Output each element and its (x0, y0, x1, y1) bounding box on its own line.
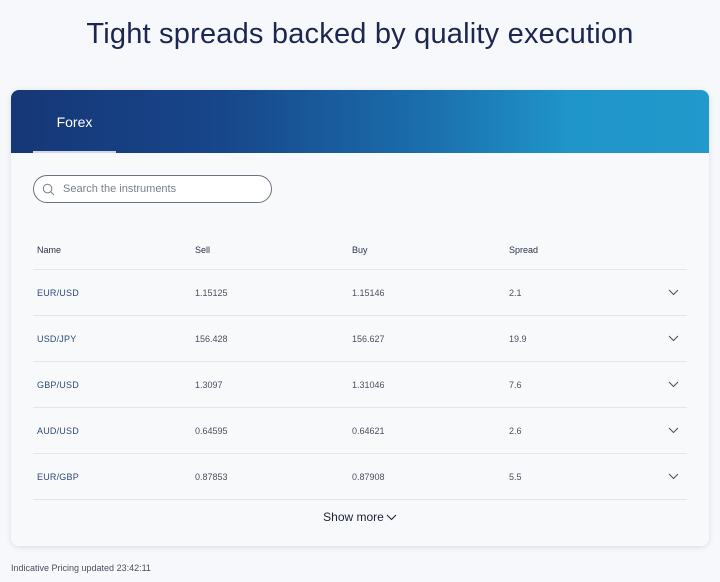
instrument-name: GBP/USD (37, 379, 79, 390)
search-input[interactable] (63, 183, 253, 195)
table-row[interactable]: EUR/USD 1.15125 1.15146 2.1 (33, 270, 687, 316)
expand-row-button[interactable] (645, 427, 687, 434)
search-box[interactable] (33, 175, 272, 203)
table-row[interactable]: USD/JPY 156.428 156.627 19.9 (33, 316, 687, 362)
column-header-spread: Spread (509, 244, 539, 255)
buy-price: 0.87908 (352, 471, 385, 482)
instruments-table: Name Sell Buy Spread EUR/USD 1.15125 1.1… (33, 230, 687, 500)
expand-row-button[interactable] (645, 381, 687, 388)
buy-price: 156.627 (352, 333, 385, 344)
page-headline: Tight spreads backed by quality executio… (86, 18, 634, 50)
instrument-name: EUR/USD (37, 287, 79, 298)
table-row[interactable]: AUD/USD 0.64595 0.64621 2.6 (33, 408, 687, 454)
spread-value: 2.6 (509, 425, 522, 436)
chevron-down-icon (668, 473, 679, 480)
buy-price: 1.15146 (352, 287, 385, 298)
instrument-name: EUR/GBP (37, 471, 79, 482)
search-icon (42, 183, 55, 195)
sell-price: 0.87853 (195, 471, 228, 482)
column-header-name: Name (37, 244, 62, 255)
pricing-card: Forex Name Sell Buy Spread EUR/USD 1.151… (11, 90, 709, 546)
sell-price: 0.64595 (195, 425, 228, 436)
expand-row-button[interactable] (645, 335, 687, 342)
sell-price: 156.428 (195, 333, 228, 344)
show-more-label: Show more (323, 510, 384, 524)
pricing-updated-note: Indicative Pricing updated 23:42:11 (11, 563, 151, 573)
sell-price: 1.3097 (195, 379, 223, 390)
table-row[interactable]: GBP/USD 1.3097 1.31046 7.6 (33, 362, 687, 408)
spread-value: 7.6 (509, 379, 522, 390)
expand-row-button[interactable] (645, 473, 687, 480)
expand-row-button[interactable] (645, 289, 687, 296)
tab-label: Forex (56, 113, 93, 130)
instrument-name: AUD/USD (37, 425, 79, 436)
chevron-down-icon (668, 335, 679, 342)
buy-price: 0.64621 (352, 425, 385, 436)
chevron-down-icon (386, 514, 397, 521)
buy-price: 1.31046 (352, 379, 385, 390)
chevron-down-icon (668, 289, 679, 296)
spread-value: 5.5 (509, 471, 522, 482)
tab-forex[interactable]: Forex (33, 90, 116, 153)
sell-price: 1.15125 (195, 287, 228, 298)
column-header-buy: Buy (352, 244, 368, 255)
show-more-button[interactable]: Show more (11, 510, 709, 524)
chevron-down-icon (668, 427, 679, 434)
card-header: Forex (11, 90, 709, 153)
spread-value: 2.1 (509, 287, 522, 298)
table-header: Name Sell Buy Spread (33, 230, 687, 270)
column-header-sell: Sell (195, 244, 211, 255)
table-row[interactable]: EUR/GBP 0.87853 0.87908 5.5 (33, 454, 687, 500)
instrument-name: USD/JPY (37, 333, 77, 344)
active-tab-indicator (33, 151, 116, 153)
spread-value: 19.9 (509, 333, 527, 344)
chevron-down-icon (668, 381, 679, 388)
